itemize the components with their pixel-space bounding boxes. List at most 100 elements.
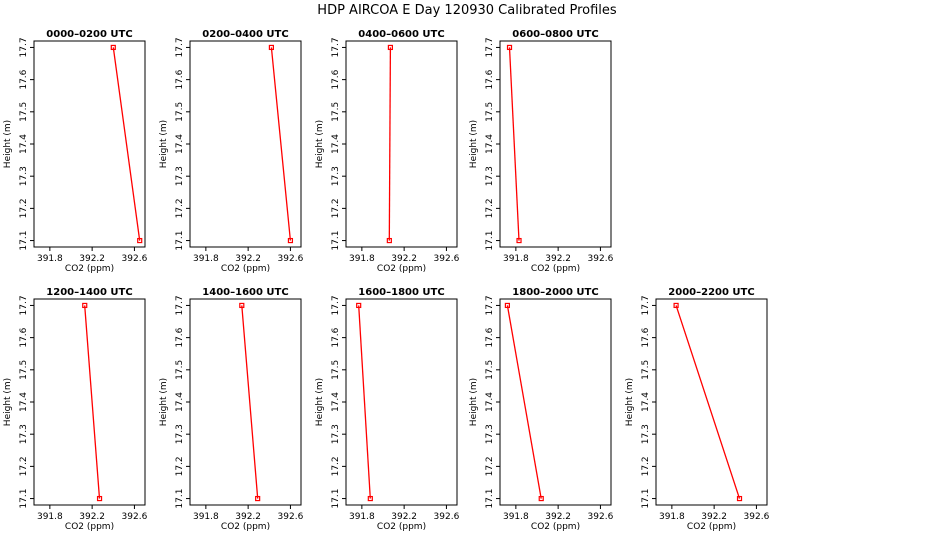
data-point-marker	[386, 237, 392, 244]
profile-line	[675, 305, 741, 499]
data-point-marker	[516, 237, 522, 244]
x-tick-label: 392.6	[434, 254, 460, 264]
panel-title: 1600–1800 UTC	[358, 287, 444, 298]
y-tick-label: 17.1	[485, 489, 495, 509]
y-tick-label: 17.5	[331, 102, 341, 122]
y-tick-label: 17.7	[19, 37, 29, 57]
y-tick-label: 17.5	[485, 102, 495, 122]
panel-title: 2000–2200 UTC	[668, 287, 754, 298]
panel-title: 0400–0600 UTC	[358, 29, 444, 40]
x-tick-label: 392.2	[235, 512, 261, 522]
y-tick-label: 17.5	[485, 360, 495, 380]
y-tick-label: 17.2	[331, 198, 341, 218]
x-tick-label: 392.2	[235, 254, 261, 264]
profile-line	[270, 47, 292, 241]
x-axis-label: CO2 (ppm)	[65, 522, 114, 532]
y-tick-label: 17.4	[485, 392, 495, 412]
y-tick-label: 17.2	[331, 456, 341, 476]
y-tick-label: 17.6	[485, 327, 495, 347]
y-tick-label: 17.7	[641, 295, 651, 315]
x-axis-label: CO2 (ppm)	[221, 522, 270, 532]
y-tick-label: 17.7	[175, 295, 185, 315]
y-tick-label: 17.3	[19, 424, 29, 444]
y-tick-label: 17.3	[331, 424, 341, 444]
y-tick-label: 17.2	[19, 198, 29, 218]
data-point-marker	[356, 302, 362, 309]
x-tick-label: 392.2	[545, 254, 571, 264]
panel-title: 1800–2000 UTC	[512, 287, 598, 298]
y-axis-label: Height (m)	[3, 120, 13, 168]
x-tick-label: 392.6	[588, 254, 614, 264]
profile-line	[112, 47, 141, 241]
y-tick-label: 17.4	[641, 392, 651, 412]
y-axis-label: Height (m)	[469, 120, 479, 168]
y-tick-label: 17.3	[175, 424, 185, 444]
x-tick-label: 392.6	[434, 512, 460, 522]
y-tick-label: 17.2	[485, 456, 495, 476]
y-tick-label: 17.3	[175, 166, 185, 186]
profile-line	[388, 47, 392, 241]
y-tick-label: 17.6	[19, 69, 29, 89]
data-point-marker	[367, 495, 373, 502]
x-axis-label: CO2 (ppm)	[531, 522, 580, 532]
panel-title: 1400–1600 UTC	[202, 287, 288, 298]
x-tick-label: 392.2	[79, 254, 105, 264]
profile-line	[84, 305, 101, 499]
x-tick-label: 391.8	[659, 512, 685, 522]
y-tick-label: 17.1	[331, 231, 341, 251]
y-tick-label: 17.7	[485, 37, 495, 57]
y-tick-label: 17.1	[641, 489, 651, 509]
profile-panel-8: 1800–2000 UTC 391.8 392.2 392.6 17.1 17.2 17.3…	[469, 287, 614, 532]
y-tick-label: 17.4	[331, 134, 341, 154]
profile-panel-9: 2000–2200 UTC 391.8 392.2 392.6 17.1 17.2 17.3…	[625, 287, 770, 532]
x-tick-label: 392.6	[744, 512, 770, 522]
y-tick-label: 17.2	[175, 456, 185, 476]
y-tick-label: 17.1	[19, 489, 29, 509]
y-axis-label: Height (m)	[625, 378, 635, 426]
y-tick-label: 17.3	[331, 166, 341, 186]
y-tick-label: 17.5	[331, 360, 341, 380]
y-tick-label: 17.6	[175, 327, 185, 347]
profile-panel-5: 1200–1400 UTC 391.8 392.2 392.6 17.1 17.2 17.3…	[3, 287, 148, 532]
data-point-marker	[673, 302, 679, 309]
y-tick-label: 17.1	[485, 231, 495, 251]
data-point-marker	[506, 44, 513, 51]
y-axis-label: Height (m)	[159, 120, 169, 168]
y-tick-label: 17.5	[19, 102, 29, 122]
y-tick-label: 17.4	[19, 134, 29, 154]
panel-grid: 0000–0200 UTC 391.8 392.2 392.6 17.1 17.2 17.3…	[3, 29, 770, 532]
y-axis-label: Height (m)	[3, 378, 13, 426]
data-point-marker	[504, 302, 510, 309]
y-tick-label: 17.5	[641, 360, 651, 380]
y-tick-label: 17.3	[19, 166, 29, 186]
x-tick-label: 391.8	[37, 254, 63, 264]
x-tick-label: 391.8	[349, 512, 375, 522]
y-tick-label: 17.1	[19, 231, 29, 251]
x-axis-label: CO2 (ppm)	[377, 522, 426, 532]
y-tick-label: 17.6	[19, 327, 29, 347]
x-tick-label: 392.2	[545, 512, 571, 522]
x-tick-label: 392.6	[122, 254, 148, 264]
y-tick-label: 17.7	[331, 37, 341, 57]
profile-line	[241, 305, 259, 499]
x-tick-label: 392.6	[278, 512, 304, 522]
y-axis-label: Height (m)	[315, 120, 325, 168]
y-tick-label: 17.6	[485, 69, 495, 89]
y-tick-label: 17.5	[19, 360, 29, 380]
y-tick-label: 17.2	[19, 456, 29, 476]
x-tick-label: 391.8	[503, 254, 529, 264]
panel-title: 0000–0200 UTC	[46, 29, 132, 40]
data-point-marker	[82, 302, 88, 309]
y-tick-label: 17.7	[331, 295, 341, 315]
y-tick-label: 17.6	[331, 327, 341, 347]
data-point-marker	[110, 44, 116, 51]
y-tick-label: 17.6	[331, 69, 341, 89]
x-tick-label: 391.8	[37, 512, 63, 522]
profile-panel-7: 1600–1800 UTC 391.8 392.2 392.6 17.1 17.2 17.3…	[315, 287, 460, 532]
y-tick-label: 17.4	[175, 134, 185, 154]
y-axis-label: Height (m)	[159, 378, 169, 426]
x-tick-label: 392.6	[588, 512, 614, 522]
panel-title: 1200–1400 UTC	[46, 287, 132, 298]
y-tick-label: 17.2	[641, 456, 651, 476]
profile-panel-6: 1400–1600 UTC 391.8 392.2 392.6 17.1 17.2 17.3…	[159, 287, 304, 532]
